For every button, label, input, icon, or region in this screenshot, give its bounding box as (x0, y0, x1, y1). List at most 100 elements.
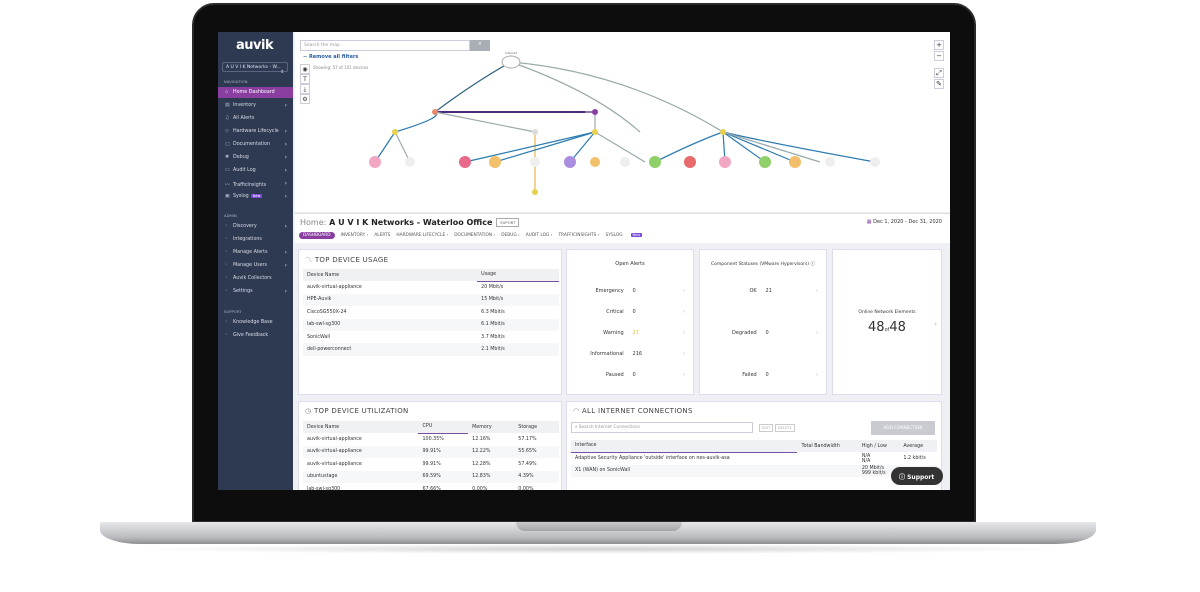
menu-item-icon: ◦ (225, 250, 228, 255)
sidebar-item-manage-alerts[interactable]: ◦ Manage Alerts › (218, 247, 293, 258)
table-row[interactable]: lab-swl-sg300 6.1 Mbit/s (303, 318, 559, 331)
laptop-base (100, 522, 1096, 544)
delete-button[interactable]: DELETE (775, 424, 795, 432)
tab-hardwarelifecycle[interactable]: HARDWARE LIFECYCLE › (396, 233, 449, 238)
zoom-out-button[interactable]: − (934, 51, 944, 61)
org-selector[interactable]: A U V I K Networks - W... ⇕ (222, 62, 288, 75)
export-button[interactable]: EXPORT (496, 218, 520, 227)
sidebar-item-trafficinsights[interactable]: 〰 TrafficInsights › (218, 178, 293, 189)
sidebar-item-debug[interactable]: ✱ Debug › (218, 152, 293, 163)
edit-button[interactable]: EDIT (759, 424, 774, 432)
help-icon[interactable]: ⓘ (810, 262, 815, 267)
table-header: Interface Total Bandwidth High / Low Averag… (571, 440, 937, 453)
new-badge: New (630, 233, 643, 237)
sidebar-item-manage-users[interactable]: ◦ Manage Users › (218, 260, 293, 271)
table-cell: 4.39% (514, 470, 559, 483)
column-header[interactable]: Storage (514, 421, 559, 434)
filter-icon[interactable]: T (300, 74, 310, 84)
sidebar-item-label: Give Feedback (233, 333, 269, 338)
sidebar-item-integrations[interactable]: ◦ Integrations (218, 234, 293, 245)
table-row[interactable]: lab-swl-sg300 67.66% 0.00% 0.00% (303, 483, 559, 490)
tab-auditlog[interactable]: AUDIT LOG › (525, 233, 553, 238)
search-icon: ⌕ (478, 40, 482, 47)
map-search-input[interactable]: Search the map (300, 40, 470, 51)
gear-icon[interactable]: ⚙ (300, 94, 310, 104)
sidebar-item-hardware-lifecycle[interactable]: ◇ Hardware Lifecycle › (218, 126, 293, 137)
table-row[interactable]: auvik-virtual-appliance 99.91% 12.28% 57.49… (303, 458, 559, 470)
sidebar-item-give-feedback[interactable]: ◦ Give Feedback (218, 330, 293, 341)
chevron-right-icon[interactable]: › (934, 320, 937, 328)
tab-documentation[interactable]: DOCUMENTATION › (454, 233, 496, 238)
table-row[interactable]: auvik-virtual-appliance 20 Mbit/s (303, 281, 559, 293)
add-connection-button[interactable]: ADD CONNECTION (871, 421, 935, 435)
support-button[interactable]: ⓘ Support (891, 467, 943, 485)
chevron-right-icon: › (284, 102, 287, 109)
sidebar-item-inventory[interactable]: ▤ Inventory › (218, 100, 293, 111)
table-row[interactable]: HPE-Auvik 15 Mbit/s (303, 293, 559, 307)
table-cell: SonicWall (307, 334, 331, 340)
component-statuses-card: Component Statuses (VMware Hypervisors) … (699, 249, 827, 395)
column-header[interactable]: Interface (571, 440, 798, 453)
search-button[interactable]: ⌕ (470, 40, 490, 51)
tab-inventory[interactable]: INVENTORY › (340, 233, 369, 238)
edit-icon[interactable]: ✎ (934, 79, 944, 89)
zoom-in-button[interactable]: + (934, 40, 944, 50)
page-title: A U V I K Networks - Waterloo Office (329, 218, 493, 227)
column-header[interactable]: Memory (468, 421, 515, 434)
tab-dashboard[interactable]: DASHBOARD (299, 232, 335, 239)
connections-search-input[interactable]: ⌕ Search Internet Connections (571, 422, 753, 433)
sidebar-item-label: Hardware Lifecycle (233, 129, 279, 134)
table-row[interactable]: ubuntustage 69.59% 12.83% 4.39% (303, 470, 559, 483)
table-cell: dell-powerconnect (303, 343, 478, 356)
org-selector-label: A U V I K Networks - W... (226, 65, 281, 70)
column-header[interactable]: Usage (477, 269, 559, 282)
table-row[interactable]: auvik-virtual-appliance 100.35% 12.16% 57.1… (303, 433, 559, 445)
date-range-picker[interactable]: ▦ Dec 1, 2020 - Dec 31, 2020 (867, 219, 942, 225)
tab-trafficinsights[interactable]: TRAFFICINSIGHTS › (558, 233, 600, 238)
sidebar-item-knowledge-base[interactable]: ◦ Knowledge Base (218, 317, 293, 328)
table-cell: 20 Mbit/s (481, 285, 504, 291)
table-row[interactable]: auvik-virtual-appliance 99.91% 12.22% 55.65… (303, 445, 559, 459)
table-cell: 67.66% (422, 486, 441, 490)
sidebar-item-syslog[interactable]: ▣ Syslog New › (218, 191, 293, 202)
chevron-right-icon: › (683, 288, 685, 294)
table-cell: 55.65% (514, 445, 559, 459)
breadcrumb: Home: A U V I K Networks - Waterloo Offi… (300, 218, 520, 227)
eye-icon[interactable]: ◉ (300, 64, 310, 74)
expand-icon[interactable]: ⤢ (934, 68, 944, 78)
sidebar-item-settings[interactable]: ◦ Settings › (218, 286, 293, 297)
table-row[interactable]: X1 (WAN) on SonicWall 20 Mbit/s 999 kbit/… (571, 464, 937, 478)
column-header[interactable]: Device Name (303, 269, 478, 282)
chevron-right-icon: › (816, 330, 818, 336)
sidebar-item-audit-log[interactable]: ▭ Audit Log › (218, 165, 293, 176)
sidebar-item-home-dashboard[interactable]: ⌂ Home Dashboard (218, 87, 293, 98)
chevron-right-icon: › (683, 372, 685, 378)
breadcrumb-home[interactable]: Home: (300, 218, 327, 227)
column-header[interactable]: CPU (418, 421, 469, 434)
column-header[interactable]: Average (899, 440, 937, 453)
sidebar-item-auvik-collectors[interactable]: ◦ Auvik Collectors (218, 273, 293, 284)
tab-debug[interactable]: DEBUG › (501, 233, 520, 238)
column-header[interactable]: High / Low (857, 440, 900, 453)
table-row[interactable]: SonicWall 3.7 Mbit/s (303, 331, 559, 343)
menu-item-icon: ◦ (225, 224, 228, 229)
download-icon[interactable]: ⤓ (300, 84, 310, 94)
remove-filters-link[interactable]: − Remove all filters (303, 54, 359, 60)
table-row[interactable]: CiscoSG550X-24 6.3 Mbit/s (303, 306, 559, 318)
online-elements-card[interactable]: Online Network Elements 48of48 › (832, 249, 942, 395)
column-header[interactable]: Total Bandwidth (797, 440, 858, 453)
inventory-icon: ▤ (225, 103, 230, 108)
sidebar-item-discovery[interactable]: ◦ Discovery › (218, 221, 293, 232)
network-map[interactable]: Search the map ⌕ − Remove all filters Sh… (295, 32, 950, 212)
tab-syslog[interactable]: SYSLOG (605, 233, 623, 238)
sidebar-item-label: Syslog (233, 194, 249, 199)
column-header[interactable]: Device Name (303, 421, 419, 434)
sidebar-item-all-alerts[interactable]: ♫ All Alerts (218, 113, 293, 124)
home-icon: ⌂ (225, 90, 229, 95)
sidebar-item-documentation[interactable]: ▢ Documentation › (218, 139, 293, 150)
clock-icon: ◷ (305, 407, 312, 415)
tab-alerts[interactable]: ALERTS (374, 233, 391, 238)
status-label: Critical (606, 309, 624, 315)
table-row[interactable]: Adaptive Security Appliance 'outside' in… (571, 452, 937, 464)
table-row[interactable]: dell-powerconnect 2.1 Mbit/s (303, 343, 559, 356)
